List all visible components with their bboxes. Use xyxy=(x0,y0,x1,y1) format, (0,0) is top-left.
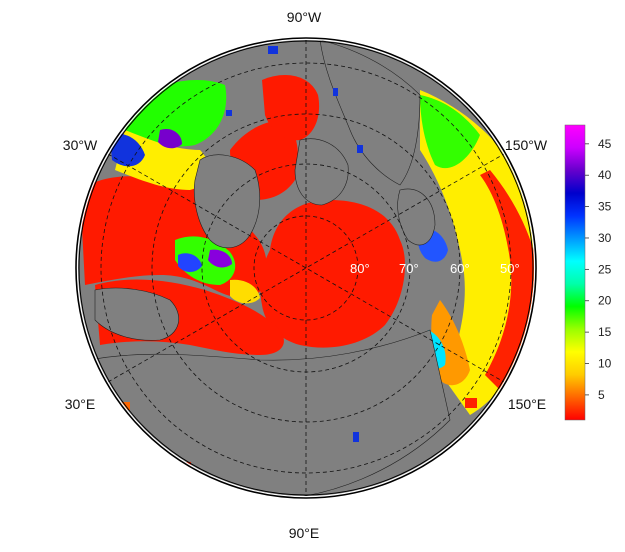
data-pixel xyxy=(226,110,232,116)
canadian-archipelago-land xyxy=(294,138,349,206)
colorbar-tick-label: 20 xyxy=(598,294,612,308)
alaska-land xyxy=(397,188,436,246)
map-border-inner xyxy=(78,40,534,496)
latitude-label-80: 80° xyxy=(350,261,370,276)
latitude-label-50: 50° xyxy=(500,261,520,276)
longitude-label-upper-right: 150°W xyxy=(505,137,548,153)
colorbar-gradient xyxy=(564,124,586,421)
colorbar: 5 10 15 20 25 30 35 40 45 xyxy=(564,124,612,421)
colorbar-tick-label: 45 xyxy=(598,137,612,151)
colorbar-tick-label: 30 xyxy=(598,231,612,245)
latitude-circle-80 xyxy=(253,215,359,321)
data-pixel xyxy=(465,398,477,408)
latitude-circle-50 xyxy=(100,62,512,474)
meridian-30w-150e xyxy=(107,153,505,383)
hudson-region xyxy=(262,75,320,141)
north-america-land xyxy=(319,40,421,186)
latitude-label-70: 70° xyxy=(399,261,419,276)
longitude-label-bottom: 90°E xyxy=(289,525,320,541)
longitude-label-lower-right: 150°E xyxy=(508,396,546,412)
data-pixel xyxy=(120,402,130,410)
map-disk xyxy=(78,40,534,496)
colorbar-tick-label: 25 xyxy=(598,262,612,276)
labrador-purple xyxy=(158,128,182,149)
meridian-lines xyxy=(107,40,505,496)
longitude-label-lower-left: 30°E xyxy=(65,396,96,412)
colorbar-tick-label: 5 xyxy=(598,388,605,402)
colorbar-tick-label: 10 xyxy=(598,357,612,371)
colorbar-tick-label: 40 xyxy=(598,168,612,182)
colorbar-ticks: 5 10 15 20 25 30 35 40 45 xyxy=(585,137,612,402)
map-border-outer xyxy=(75,37,537,499)
data-pixel xyxy=(353,432,359,442)
latitude-label-60: 60° xyxy=(450,261,470,276)
nordic-seas-purple xyxy=(208,249,232,268)
colorbar-tick-label: 15 xyxy=(598,325,612,339)
greenland-land xyxy=(194,154,261,248)
north-pacific-green xyxy=(420,95,480,169)
nordic-seas-blue xyxy=(178,253,202,272)
colorbar-tick-label: 35 xyxy=(598,200,612,214)
data-pixel xyxy=(333,88,338,96)
arctic-ocean-region xyxy=(260,200,405,348)
data-pixel xyxy=(357,145,363,153)
longitude-label-top: 90°W xyxy=(287,9,322,25)
data-pixel xyxy=(268,46,278,54)
longitude-label-upper-left: 30°W xyxy=(63,137,98,153)
nordic-seas-green xyxy=(175,236,236,285)
scandinavia-land xyxy=(94,287,179,341)
labrador-sea-blue xyxy=(110,133,145,167)
nordic-seas-yellow xyxy=(230,279,260,304)
meridian-30e-150w xyxy=(107,153,505,383)
